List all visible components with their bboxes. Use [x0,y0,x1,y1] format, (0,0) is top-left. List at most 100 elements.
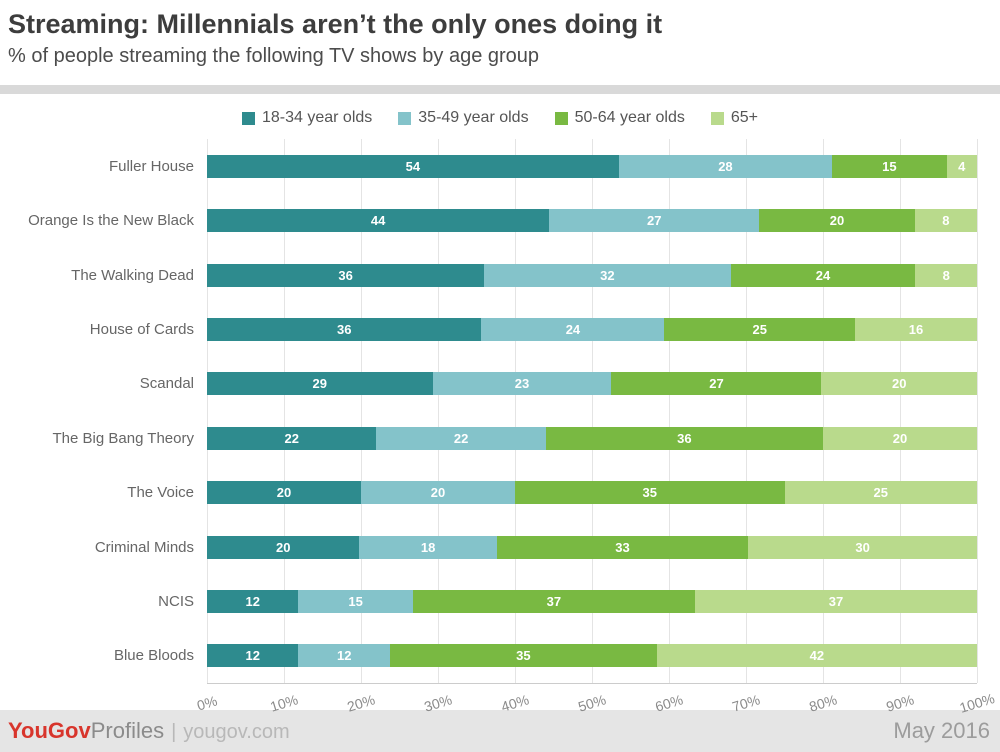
x-tick-label: 0% [194,692,220,714]
bar-segment: 25 [664,317,856,341]
bar-segment: 25 [784,481,977,505]
segment-value: 42 [809,648,825,664]
chart-title: Streaming: Millennials aren’t the only o… [8,9,663,39]
segment-value: 33 [615,539,630,555]
stacked-bar: 20 18 33 30 [207,535,977,559]
bar-row: The Walking Dead 36 32 24 8 [71,248,977,302]
x-tick-label: 70% [730,691,762,715]
bar-segment: 12 [207,644,299,668]
chart-subtitle: % of people streaming the following TV s… [8,45,540,68]
bar-segment: 16 [855,317,977,341]
header-divider [0,85,1000,94]
segment-value: 20 [276,485,292,501]
segment-value: 35 [642,485,657,501]
bar-rows: Fuller House 54 28 15 4 Orange Is the New Bla… [28,139,978,683]
gridline [823,139,824,683]
bar-row: The Voice 20 20 35 25 [127,465,977,519]
yougov-logo: YouGov [8,718,91,743]
segment-value: 20 [892,430,908,446]
bar-segment: 20 [823,426,978,450]
bar-segment: 54 [207,154,619,178]
x-tick-label: 30% [422,691,454,715]
segment-value: 35 [516,648,531,664]
profiles-label: Profiles [90,718,165,743]
segment-value: 12 [245,648,260,664]
plot-area: Fuller House 54 28 15 4 Orange Is the New Bla… [28,139,978,684]
bar-row: Fuller House 54 28 15 4 [109,139,978,193]
category-label: Orange Is the New Black [28,212,194,230]
bar-segment: 30 [748,535,977,559]
segment-value: 8 [942,213,950,229]
category-label: House of Cards [89,320,194,338]
legend-swatch-icon [241,111,255,125]
legend-item: 18-34 year olds [241,109,372,127]
footer-site-link[interactable]: yougov.com [183,721,290,743]
bar-segment: 28 [618,154,833,178]
x-tick-label: 40% [499,691,531,715]
bar-segment: 36 [207,317,482,341]
segment-value: 30 [855,539,870,555]
segment-value: 20 [430,485,446,501]
bar-segment: 15 [298,589,413,613]
category-label: NCIS [158,592,194,610]
bar-segment: 27 [549,209,760,233]
segment-value: 28 [718,158,733,174]
segment-value: 36 [336,321,352,337]
bar-row: House of Cards 36 24 25 16 [90,302,977,356]
bar-segment: 29 [207,372,433,396]
bar-segment: 32 [484,263,731,287]
footer-separator: | [171,721,177,743]
bar-segment: 44 [207,209,550,233]
gridline [438,139,439,683]
legend-label: 35-49 year olds [418,109,529,126]
segment-value: 20 [276,539,291,555]
footer-date: May 2016 [893,718,990,743]
gridline [207,139,208,683]
bar-segment: 20 [207,535,360,559]
bar-row: Blue Bloods 12 12 35 42 [114,629,977,683]
legend-item: 50-64 year olds [554,109,685,127]
segment-value: 25 [752,321,767,337]
bar-segment: 8 [915,263,977,287]
bar-segment: 18 [359,535,497,559]
segment-value: 29 [312,376,328,392]
bar-segment: 35 [515,481,785,505]
bar-segment: 36 [207,263,485,287]
category-label: The Walking Dead [71,266,194,284]
bar-segment: 20 [821,372,978,396]
segment-value: 12 [336,648,352,664]
segment-value: 23 [514,376,530,392]
stacked-bar: 29 23 27 20 [207,372,978,396]
segment-value: 37 [828,593,844,609]
segment-value: 22 [284,430,299,446]
segment-value: 22 [453,430,469,446]
segment-value: 24 [565,321,581,337]
bar-segment: 27 [611,372,822,396]
stacked-bar: 20 20 35 25 [207,481,977,505]
gridline [746,139,747,683]
segment-value: 54 [405,158,421,174]
bar-row: The Big Bang Theory 22 22 36 20 [53,411,978,465]
category-label: The Big Bang Theory [52,429,194,447]
bar-segment: 36 [545,426,824,450]
chart-card: 18-34 year olds 35-49 year olds 50-64 year… [0,94,1000,716]
segment-value: 12 [245,593,260,609]
gridline [284,139,285,683]
bar-segment: 20 [759,209,915,233]
segment-value: 32 [600,267,615,283]
legend-swatch-icon [710,111,724,125]
segment-value: 16 [908,321,924,337]
chart-header: Streaming: Millennials aren’t the only o… [0,0,1000,85]
segment-value: 18 [420,539,436,555]
x-tick-label: 50% [576,691,608,715]
gridline [900,139,901,683]
x-tick-label: 20% [345,691,377,715]
bar-row: Orange Is the New Black 44 27 20 8 [28,193,977,247]
legend-item: 65+ [710,109,759,127]
segment-value: 24 [815,267,831,283]
stacked-bar: 12 12 35 42 [207,644,977,668]
legend-label: 65+ [730,109,759,126]
brand: YouGov Profiles | yougov.com [8,718,290,744]
segment-value: 37 [546,593,562,609]
stacked-bar: 54 28 15 4 [207,154,978,178]
